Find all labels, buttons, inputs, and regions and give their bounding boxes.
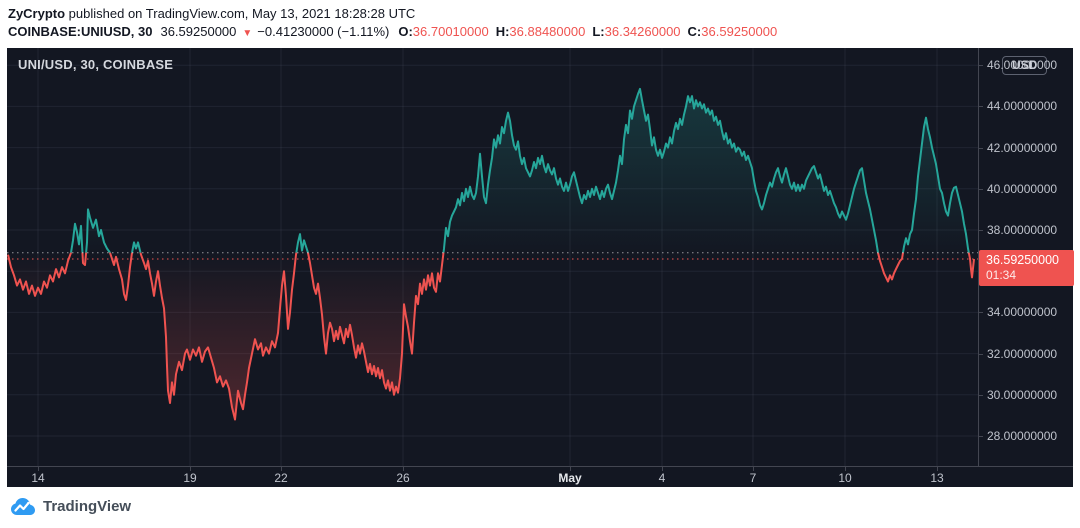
price-axis-label: 38.00000000 — [987, 223, 1058, 237]
tradingview-wordmark: TradingView — [43, 497, 132, 515]
symbol-name: COINBASE:UNIUSD, 30 — [8, 24, 153, 39]
time-axis-label: 13 — [930, 471, 944, 485]
price-tick — [979, 230, 983, 231]
price-axis-label: 46.00000000 — [987, 58, 1058, 72]
time-tick — [662, 467, 663, 471]
price-line-up — [69, 87, 970, 253]
symbol-line: COINBASE:UNIUSD, 30 36.59250000 ▼ −0.412… — [8, 24, 784, 39]
last-price: 36.59250000 — [160, 24, 237, 39]
price-tick — [979, 312, 983, 313]
time-axis-label: 10 — [838, 471, 852, 485]
price-axis-label: 32.00000000 — [987, 347, 1058, 361]
time-axis-label: 14 — [31, 471, 45, 485]
price-axis-label: 30.00000000 — [987, 388, 1058, 402]
price-axis-label: 40.00000000 — [987, 182, 1058, 196]
area-fill-down — [8, 252, 974, 420]
ohlc-close: C:36.59250000 — [687, 24, 778, 39]
price-change: −0.41230000 (−1.11%) — [257, 24, 390, 39]
price-tick — [979, 106, 983, 107]
price-tick — [979, 148, 983, 149]
time-axis-label: 26 — [396, 471, 410, 485]
time-axis-label: 22 — [274, 471, 288, 485]
time-axis-label: 4 — [658, 471, 666, 485]
last-price-badge: 36.59250000 01:34 — [979, 250, 1074, 286]
price-tick — [979, 395, 983, 396]
time-tick — [403, 467, 404, 471]
price-tick — [979, 65, 983, 66]
axis-corner — [978, 466, 1073, 487]
footer: TradingView — [10, 493, 131, 519]
price-tick — [979, 189, 983, 190]
ohlc-low: L:36.34260000 — [592, 24, 681, 39]
price-tick — [979, 354, 983, 355]
publish-line: ZyCrypto published on TradingView.com, M… — [8, 6, 415, 21]
time-axis[interactable]: 14 19 22 26 May 4 7 10 13 — [7, 466, 978, 487]
price-chart[interactable] — [7, 48, 978, 466]
ohlc-high: H:36.88480000 — [495, 24, 586, 39]
time-tick — [190, 467, 191, 471]
price-axis-label: 34.00000000 — [987, 305, 1058, 319]
price-line-down — [7, 252, 975, 421]
currency-toggle-button[interactable]: USD — [1002, 56, 1048, 75]
time-axis-label: 7 — [749, 471, 757, 485]
badge-price: 36.59250000 — [986, 253, 1059, 267]
time-tick — [753, 467, 754, 471]
tradingview-logo-icon[interactable] — [10, 497, 36, 516]
time-tick — [845, 467, 846, 471]
time-tick — [281, 467, 282, 471]
publish-info: published on TradingView.com, May 13, 20… — [65, 6, 416, 21]
price-axis-label: 44.00000000 — [987, 99, 1058, 113]
time-tick — [570, 467, 571, 471]
time-axis-label: 19 — [183, 471, 197, 485]
ohlc-open: O:36.70010000 — [398, 24, 489, 39]
chart-panel: UNI/USD, 30, COINBASE USD 36.59250000 01… — [7, 48, 1074, 487]
time-tick — [38, 467, 39, 471]
badge-countdown: 01:34 — [986, 268, 1017, 282]
price-axis-label: 42.00000000 — [987, 141, 1058, 155]
time-axis-label: May — [558, 471, 582, 485]
area-fill-up — [71, 88, 969, 253]
price-axis-label: 28.00000000 — [987, 429, 1058, 443]
price-axis[interactable]: USD 36.59250000 01:34 46.00000000 44.0000… — [978, 48, 1074, 466]
publisher-name: ZyCrypto — [8, 6, 66, 21]
price-tick — [979, 436, 983, 437]
down-triangle-icon: ▼ — [242, 28, 253, 39]
time-tick — [937, 467, 938, 471]
